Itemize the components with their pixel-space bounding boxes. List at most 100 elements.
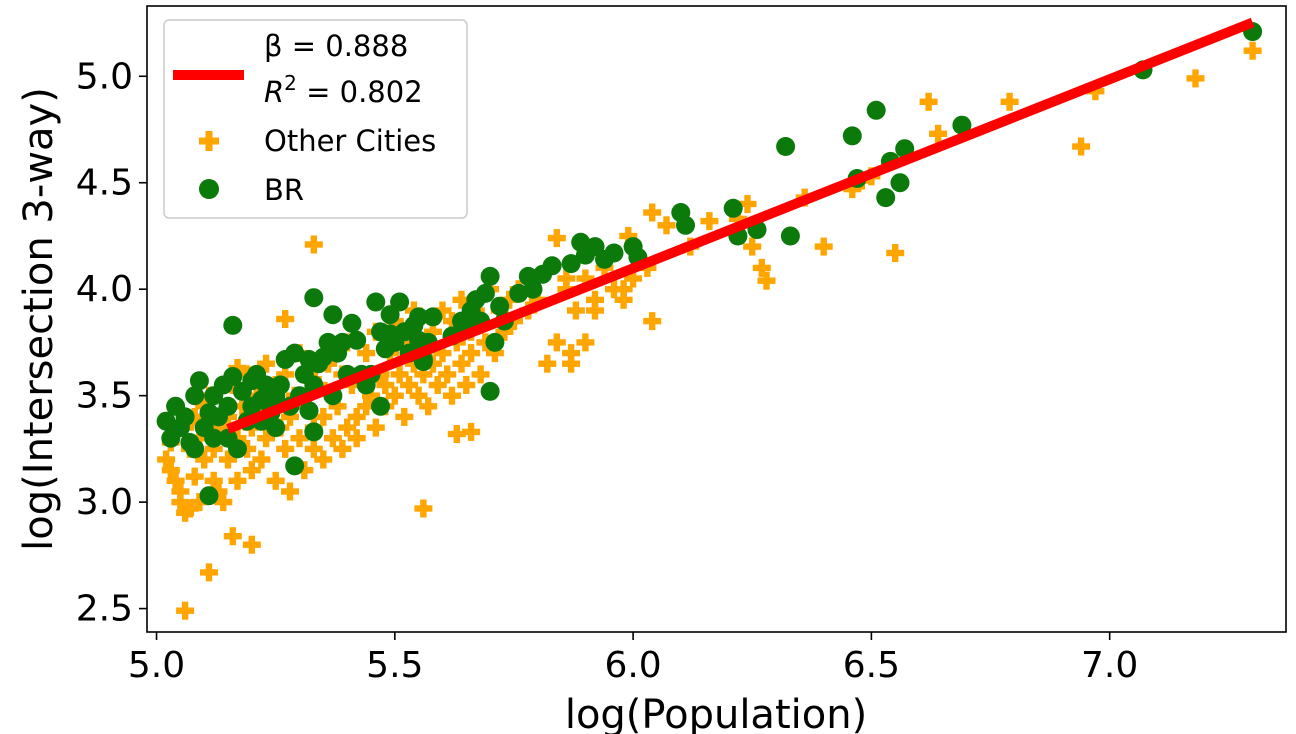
br-point [485, 332, 505, 352]
other-cities-point [738, 195, 757, 213]
other-cities-point [643, 203, 662, 222]
br-point [423, 307, 443, 327]
other-cities-point [314, 450, 333, 469]
x-axis-title: log(Population) [565, 692, 867, 734]
other-cities-point [228, 359, 247, 377]
br-point [523, 279, 543, 299]
other-cities-point [1086, 82, 1105, 101]
br-point [185, 386, 205, 406]
other-cities-point [886, 244, 905, 262]
other-cities-point [471, 365, 490, 384]
other-cities-point [1243, 41, 1262, 60]
br-point [409, 307, 429, 327]
other-cities-point [357, 397, 376, 416]
legend-box [163, 19, 468, 219]
other-cities-point [462, 422, 481, 441]
br-series [156, 22, 1263, 506]
y-tick-label: 5.0 [76, 56, 133, 97]
other-cities-point [214, 493, 233, 512]
br-point [156, 411, 176, 431]
other-cities-point [190, 429, 209, 448]
other-cities-point [419, 397, 438, 416]
other-cities-point [257, 354, 276, 373]
other-cities-point [176, 601, 195, 620]
other-cities-point [843, 180, 862, 199]
br-point [204, 428, 224, 448]
other-cities-point [1186, 69, 1205, 88]
other-cities-point [423, 322, 442, 341]
other-cities-point [180, 499, 199, 518]
other-cities-point [257, 429, 276, 448]
plot-area [156, 17, 1263, 620]
legend-beta-label: β = 0.888 [264, 29, 408, 63]
br-point [490, 296, 510, 316]
br-point [604, 243, 624, 263]
y-tick-label: 2.5 [76, 589, 133, 630]
legend-other-cities-marker [199, 131, 219, 151]
other-cities-point [414, 365, 433, 384]
other-cities-point [304, 235, 323, 254]
other-cities-point [385, 386, 404, 405]
other-cities-point [586, 290, 604, 309]
other-cities-point [752, 258, 771, 277]
br-point [876, 188, 896, 208]
other-cities-point [566, 301, 585, 320]
br-point [323, 305, 343, 325]
br-point [175, 407, 195, 427]
y-tick-label: 3.5 [76, 376, 133, 417]
other-cities-point [438, 365, 457, 384]
other-cities-point [557, 280, 576, 299]
br-point [480, 381, 500, 401]
other-cities-point [547, 229, 566, 248]
other-cities-point [223, 527, 242, 546]
other-cities-point [209, 482, 228, 501]
br-point [371, 396, 390, 416]
other-cities-point [357, 344, 376, 363]
other-cities-point [376, 376, 395, 394]
br-point [189, 371, 209, 391]
br-point [285, 343, 305, 363]
other-cities-point [428, 376, 447, 394]
other-cities-point [252, 450, 271, 469]
other-cities-point [161, 461, 180, 480]
other-cities-point [185, 467, 204, 486]
other-cities-point [366, 418, 385, 437]
other-cities-point [209, 418, 228, 437]
legend-br-label: BR [264, 173, 304, 207]
other-cities-point [452, 354, 471, 373]
other-cities-point [176, 503, 195, 522]
other-cities-point [242, 535, 261, 554]
other-cities-point [414, 499, 433, 518]
x-axis-ticks: 5.0 5.5 6.0 6.5 7.0 [128, 632, 1138, 686]
other-cities-point [452, 290, 471, 309]
other-cities-point [185, 407, 204, 426]
other-cities-point [347, 407, 366, 426]
other-cities-point [347, 429, 366, 448]
br-point [952, 115, 972, 135]
br-point [509, 283, 529, 303]
other-cities-point [338, 418, 357, 437]
br-point [475, 283, 495, 303]
other-cities-point [404, 354, 423, 373]
y-axis-ticks: 2.5 3.0 3.5 4.0 4.5 5.0 [76, 56, 147, 630]
other-cities-point [485, 344, 504, 363]
other-cities-point [576, 333, 595, 352]
other-cities-point [171, 482, 190, 501]
br-point [218, 396, 238, 416]
legend-br-marker [199, 179, 219, 199]
other-cities-point [657, 216, 676, 235]
other-cities-point [333, 439, 352, 458]
other-cities-point [576, 269, 595, 288]
y-tick-label: 4.0 [76, 269, 133, 310]
br-point [299, 401, 319, 421]
other-cities-point [757, 271, 776, 290]
other-cities-point [204, 471, 223, 490]
x-tick-label: 7.0 [1081, 645, 1138, 686]
br-point [561, 254, 581, 274]
other-cities-point [190, 493, 209, 512]
plot-frame [146, 5, 1287, 633]
other-cities-point [643, 312, 662, 331]
other-cities-point [281, 407, 299, 426]
other-cities-point [228, 471, 247, 490]
other-cities-point [495, 322, 514, 341]
